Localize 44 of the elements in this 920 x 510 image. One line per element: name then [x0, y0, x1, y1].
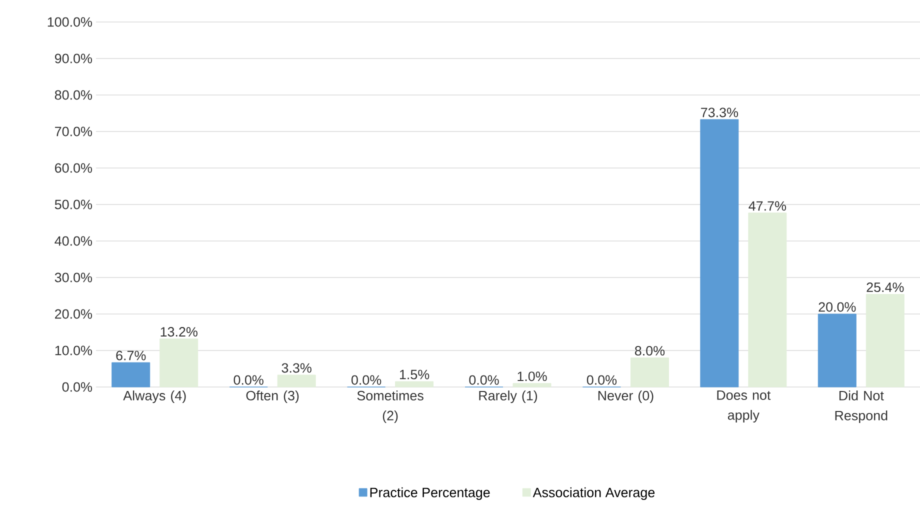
- data-label: 20.0%: [818, 302, 856, 312]
- bar: [700, 119, 739, 388]
- y-tick-label: 10.0%: [55, 346, 92, 356]
- data-label: 8.0%: [634, 346, 665, 356]
- y-tick-label: 70.0%: [55, 126, 92, 136]
- x-tick-label: Never (0): [598, 390, 654, 404]
- bar: [277, 374, 316, 388]
- bar: [866, 294, 904, 388]
- bar: [818, 314, 856, 388]
- x-tick-label: Did Not Respond: [835, 390, 888, 423]
- data-label: 0.0%: [586, 375, 617, 385]
- y-tick-label: 100.0%: [48, 17, 92, 27]
- bar: [512, 383, 552, 388]
- bar: [748, 212, 787, 388]
- x-tick-label: Always (4): [123, 390, 186, 404]
- y-tick-label: 40.0%: [54, 236, 92, 246]
- data-label: 3.3%: [282, 363, 312, 373]
- data-label: 0.0%: [351, 375, 382, 385]
- data-label: 0.0%: [469, 375, 499, 385]
- y-tick-label: 60.0%: [55, 163, 92, 173]
- y-tick-label: 20.0%: [55, 309, 92, 319]
- data-label: 0.0%: [234, 375, 264, 385]
- data-label: 1.5%: [400, 370, 430, 380]
- data-label: 73.3%: [701, 108, 738, 118]
- y-tick-label: 90.0%: [54, 54, 92, 64]
- data-label: 6.7%: [116, 350, 146, 360]
- x-tick-label: Does not apply: [717, 390, 771, 422]
- x-tick-label: Sometimes (2): [357, 390, 424, 423]
- y-tick-label: 30.0%: [54, 272, 92, 282]
- legend-label: Association Average: [532, 487, 655, 500]
- data-label: 25.4%: [866, 282, 904, 292]
- x-tick-label: Rarely (1): [479, 390, 538, 404]
- data-label: 1.0%: [518, 372, 547, 382]
- x-tick-label: Often (3): [246, 390, 299, 404]
- bar: [112, 362, 150, 388]
- bar: [395, 381, 434, 388]
- data-label: 47.7%: [748, 201, 786, 211]
- data-label: 13.2%: [160, 327, 198, 337]
- legend-label: Practice Percentage: [370, 487, 490, 500]
- bar: [630, 358, 669, 388]
- y-tick-label: 80.0%: [54, 90, 92, 100]
- bar: [160, 338, 198, 388]
- y-tick-label: 50.0%: [54, 200, 92, 210]
- y-tick-label: 0.0%: [62, 382, 92, 392]
